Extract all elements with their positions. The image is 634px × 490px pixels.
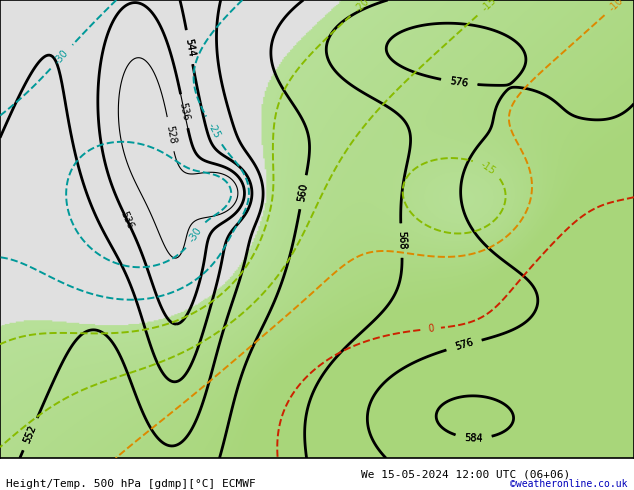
Text: 568: 568: [396, 231, 407, 250]
Text: 584: 584: [464, 433, 483, 443]
Text: -25: -25: [205, 121, 222, 140]
Text: 544: 544: [183, 37, 196, 57]
Text: 576: 576: [450, 76, 469, 89]
Text: 552: 552: [22, 423, 39, 445]
Text: 536: 536: [178, 101, 191, 121]
Text: -15: -15: [479, 159, 497, 176]
Text: 576: 576: [454, 338, 474, 352]
Text: -15: -15: [480, 0, 498, 14]
Text: 0: 0: [427, 323, 434, 334]
Text: Height/Temp. 500 hPa [gdmp][°C] ECMWF: Height/Temp. 500 hPa [gdmp][°C] ECMWF: [6, 479, 256, 489]
Text: We 15-05-2024 12:00 UTC (06+06): We 15-05-2024 12:00 UTC (06+06): [361, 469, 571, 479]
Text: 576: 576: [454, 338, 474, 352]
Text: 560: 560: [297, 182, 309, 202]
Text: -30: -30: [53, 48, 70, 66]
Text: -20: -20: [353, 0, 372, 14]
Text: 544: 544: [183, 37, 196, 57]
Text: ©weatheronline.co.uk: ©weatheronline.co.uk: [510, 479, 628, 489]
Text: 576: 576: [450, 76, 469, 89]
Text: -30: -30: [187, 225, 204, 245]
Text: 528: 528: [164, 124, 177, 144]
Text: 552: 552: [22, 423, 39, 445]
Text: 568: 568: [396, 231, 407, 250]
Text: -10: -10: [607, 0, 626, 13]
Text: 536: 536: [119, 210, 136, 231]
Text: 584: 584: [464, 433, 483, 443]
Text: 560: 560: [297, 182, 309, 202]
